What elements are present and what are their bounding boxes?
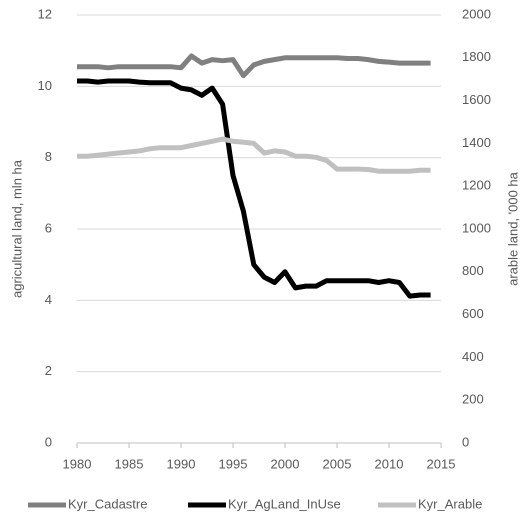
legend-label: Kyr_AgLand_InUse <box>228 496 341 511</box>
y2-tick-label: 2000 <box>462 6 491 21</box>
legend-label: Kyr_Cadastre <box>68 496 147 511</box>
x-tick-label: 1985 <box>115 456 144 471</box>
y2-tick-label: 1400 <box>462 135 491 150</box>
y2-tick-label: 1800 <box>462 49 491 64</box>
y-axis-label: agricultural land, mln ha <box>9 159 24 298</box>
y-tick-label: 2 <box>45 363 52 378</box>
y2-tick-label: 1200 <box>462 178 491 193</box>
y-tick-label: 10 <box>38 78 52 93</box>
x-tick-label: 2000 <box>271 456 300 471</box>
x-tick-label: 1980 <box>63 456 92 471</box>
y2-tick-label: 600 <box>462 306 484 321</box>
y-tick-label: 6 <box>45 220 52 235</box>
y2-tick-label: 0 <box>462 434 469 449</box>
x-tick-label: 2010 <box>375 456 404 471</box>
x-tick-label: 2005 <box>323 456 352 471</box>
series-line <box>77 53 431 79</box>
y-tick-label: 12 <box>38 6 52 21</box>
x-tick-label: 1995 <box>219 456 248 471</box>
x-tick-label: 2015 <box>427 456 456 471</box>
y2-tick-label: 1600 <box>462 92 491 107</box>
series-line <box>77 136 431 174</box>
y2-tick-label: 1000 <box>462 220 491 235</box>
y-tick-label: 8 <box>45 149 52 164</box>
y2-tick-label: 400 <box>462 349 484 364</box>
y2-axis-label: arable land, '000 ha <box>505 171 520 286</box>
y2-tick-label: 800 <box>462 263 484 278</box>
x-tick-label: 1990 <box>167 456 196 471</box>
series-line <box>77 78 431 299</box>
y-tick-label: 0 <box>45 434 52 449</box>
legend-label: Kyr_Arable <box>418 496 482 511</box>
y2-tick-label: 200 <box>462 392 484 407</box>
y-tick-label: 4 <box>45 292 52 307</box>
